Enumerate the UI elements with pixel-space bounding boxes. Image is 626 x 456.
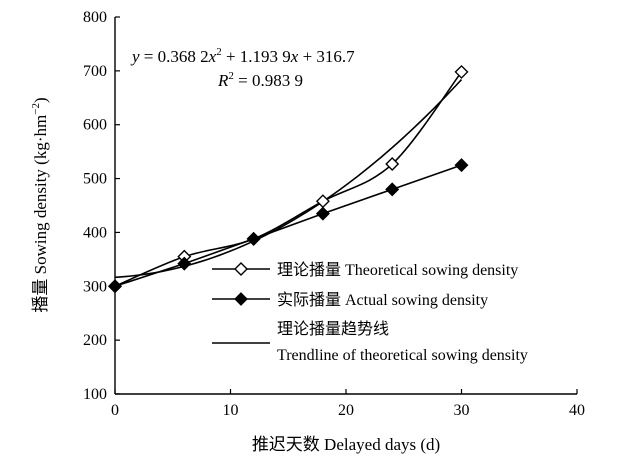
x-axis-label: 推迟天数 Delayed days (d) <box>252 435 440 454</box>
x-tick-label: 40 <box>569 402 585 419</box>
series-2-point <box>385 182 400 197</box>
x-tick-label: 20 <box>338 402 354 419</box>
x-tick-label: 10 <box>223 402 239 419</box>
series-2-point <box>108 279 122 294</box>
plot-area <box>108 64 469 294</box>
trendline-line <box>114 78 463 279</box>
series-2-point <box>246 231 261 246</box>
equation-line-1: y = 0.368 2x2 + 1.193 9x + 316.7 <box>130 46 355 66</box>
legend-label-trendline-2: Trendline of theoretical sowing density <box>277 347 528 364</box>
y-tick-label: 400 <box>83 224 107 241</box>
y-tick-label: 300 <box>83 278 107 295</box>
legend: 理论播量 Theoretical sowing density 实际播量 Act… <box>212 261 528 364</box>
series-1-point <box>454 64 469 79</box>
legend-marker-actual <box>234 292 248 306</box>
series-1-point <box>385 157 400 172</box>
y-tick-label: 600 <box>83 117 107 134</box>
legend-label-theoretical: 理论播量 Theoretical sowing density <box>277 261 518 279</box>
series-1-point <box>315 194 330 209</box>
y-tick-label: 700 <box>83 63 107 80</box>
legend-label-actual: 实际播量 Actual sowing density <box>277 291 488 309</box>
y-axis-label: 播量 Sowing density (kg·hm−2) <box>30 97 50 312</box>
y-tick-label: 100 <box>83 386 107 403</box>
legend-label-trendline-1: 理论播量趋势线 <box>277 320 389 338</box>
x-tick-label: 30 <box>454 402 470 419</box>
ticks: 100 200 300 400 500 600 700 800 0 10 20 30 40 <box>83 9 585 419</box>
legend-marker-theoretical <box>234 262 248 276</box>
series-2-point <box>315 206 330 221</box>
series-2-line <box>114 164 462 288</box>
y-tick-label: 800 <box>83 9 107 26</box>
x-tick-label: 0 <box>111 402 119 419</box>
series-2-point <box>177 256 192 271</box>
series-2-point <box>454 158 469 173</box>
y-tick-label: 500 <box>83 171 107 188</box>
equation-line-2: R2 = 0.983 9 <box>217 70 303 90</box>
series-1-line <box>114 71 463 288</box>
y-tick-label: 200 <box>83 332 107 349</box>
